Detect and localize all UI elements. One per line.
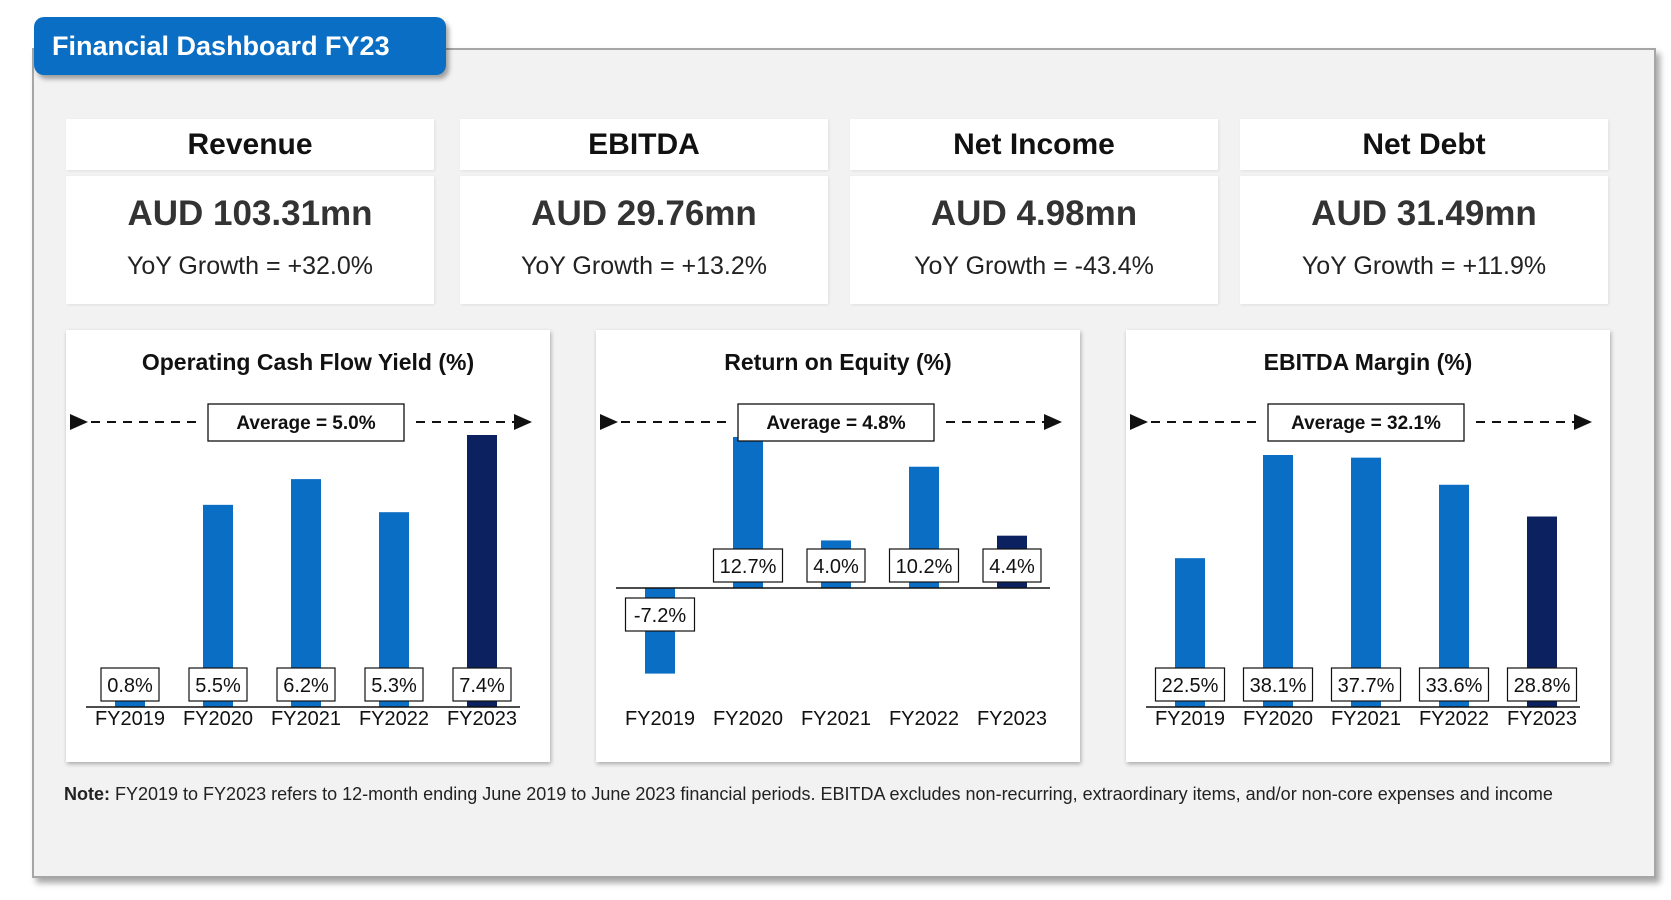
chart-ebitda-margin: EBITDA Margin (%) 22.5% FY2019 38.1% FY2020 3… — [1130, 349, 1592, 730]
bar-fy2020 — [1263, 455, 1293, 707]
category-label: FY2023 — [1507, 708, 1577, 730]
data-label: 28.8% — [1514, 675, 1571, 697]
chart-ocf-yield: Operating Cash Flow Yield (%) 0.8% FY2019 5… — [70, 349, 532, 730]
category-label: FY2020 — [713, 708, 783, 730]
kpi-net-income-label: Net Income — [850, 119, 1218, 170]
category-label: FY2022 — [889, 708, 959, 730]
kpi-revenue-value: AUD 103.31mn — [127, 194, 373, 233]
chart-panel-roe: Return on Equity (%) -7.2% FY2019 12.7% FY20… — [596, 330, 1080, 762]
data-label-box — [452, 667, 512, 702]
footnote-label: Note: — [64, 784, 110, 804]
category-label: FY2021 — [1331, 708, 1401, 730]
data-label-box — [188, 667, 248, 702]
category-label: FY2021 — [271, 708, 341, 730]
category-label: FY2023 — [447, 708, 517, 730]
kpi-revenue-growth: YoY Growth = +32.0% — [126, 252, 373, 280]
kpi-net-debt-growth: YoY Growth = +11.9% — [1301, 252, 1547, 280]
average-label: Average = 4.8% — [766, 413, 905, 434]
data-label-box — [1330, 667, 1402, 702]
data-label-box — [100, 667, 160, 702]
data-label: -7.2% — [634, 605, 686, 627]
kpi-ebitda-growth: YoY Growth = +13.2% — [520, 252, 767, 280]
category-label: FY2019 — [625, 708, 695, 730]
category-label: FY2020 — [1243, 708, 1313, 730]
data-label-box — [624, 597, 696, 632]
bar-fy2023 — [467, 435, 497, 707]
data-label: 4.4% — [989, 556, 1035, 578]
dashboard-title: Financial Dashboard FY23 — [34, 17, 446, 75]
kpi-ebitda-label: EBITDA — [460, 119, 828, 170]
data-label-box — [712, 548, 784, 583]
data-label-box — [806, 548, 866, 583]
average-box — [207, 403, 405, 442]
kpi-revenue-card: AUD 103.31mn YoY Growth = +32.0% — [66, 176, 434, 304]
data-label: 5.3% — [371, 675, 417, 697]
category-label: FY2023 — [977, 708, 1047, 730]
data-label-box — [1418, 667, 1490, 702]
kpi-revenue-label: Revenue — [66, 119, 434, 170]
data-label-box — [982, 548, 1042, 583]
kpi-net-debt-label: Net Debt — [1240, 119, 1608, 170]
category-label: FY2019 — [1155, 708, 1225, 730]
chart-panel-ebitda-margin: EBITDA Margin (%) 22.5% FY2019 38.1% FY2020 3… — [1126, 330, 1610, 762]
kpi-net-income-value: AUD 4.98mn — [930, 194, 1138, 233]
average-label: Average = 32.1% — [1291, 413, 1441, 434]
chart-title: EBITDA Margin (%) — [1264, 349, 1473, 375]
average-box — [1267, 403, 1465, 442]
data-label-box — [364, 667, 424, 702]
category-label: FY2022 — [1419, 708, 1489, 730]
data-label: 10.2% — [896, 556, 953, 578]
chart-panel-ocf-yield: Operating Cash Flow Yield (%) 0.8% FY2019 5… — [66, 330, 550, 762]
data-label: 6.2% — [283, 675, 329, 697]
footnote-text: FY2019 to FY2023 refers to 12-month endi… — [110, 784, 1553, 804]
data-label: 5.5% — [195, 675, 241, 697]
data-label: 22.5% — [1162, 675, 1219, 697]
average-box — [737, 403, 935, 442]
bar-fy2021 — [1351, 457, 1381, 707]
footnote: Note: FY2019 to FY2023 refers to 12-mont… — [64, 780, 1584, 808]
chart-title: Operating Cash Flow Yield (%) — [142, 349, 474, 375]
kpi-ebitda-card: AUD 29.76mn YoY Growth = +13.2% — [460, 176, 828, 304]
category-label: FY2022 — [359, 708, 429, 730]
data-label: 7.4% — [459, 675, 505, 697]
data-label: 12.7% — [720, 556, 777, 578]
data-label-box — [1506, 667, 1578, 702]
data-label: 33.6% — [1426, 675, 1483, 697]
data-label: 0.8% — [107, 675, 153, 697]
kpi-net-income-growth: YoY Growth = -43.4% — [914, 252, 1154, 280]
data-label-box — [276, 667, 336, 702]
category-label: FY2021 — [801, 708, 871, 730]
data-label-box — [1154, 667, 1226, 702]
data-label-box — [888, 548, 960, 583]
kpi-net-income-card: AUD 4.98mn YoY Growth = -43.4% — [850, 176, 1218, 304]
data-label: 38.1% — [1250, 675, 1307, 697]
kpi-net-debt-card: AUD 31.49mn YoY Growth = +11.9% — [1240, 176, 1608, 304]
chart-title: Return on Equity (%) — [724, 349, 951, 375]
category-label: FY2019 — [95, 708, 165, 730]
average-label: Average = 5.0% — [236, 413, 375, 434]
data-label: 4.0% — [813, 556, 859, 578]
chart-roe: Return on Equity (%) -7.2% FY2019 12.7% FY20… — [600, 349, 1062, 730]
kpi-ebitda-value: AUD 29.76mn — [531, 194, 757, 233]
kpi-net-debt-value: AUD 31.49mn — [1311, 194, 1537, 233]
data-label: 37.7% — [1338, 675, 1395, 697]
category-label: FY2020 — [183, 708, 253, 730]
data-label-box — [1242, 667, 1314, 702]
